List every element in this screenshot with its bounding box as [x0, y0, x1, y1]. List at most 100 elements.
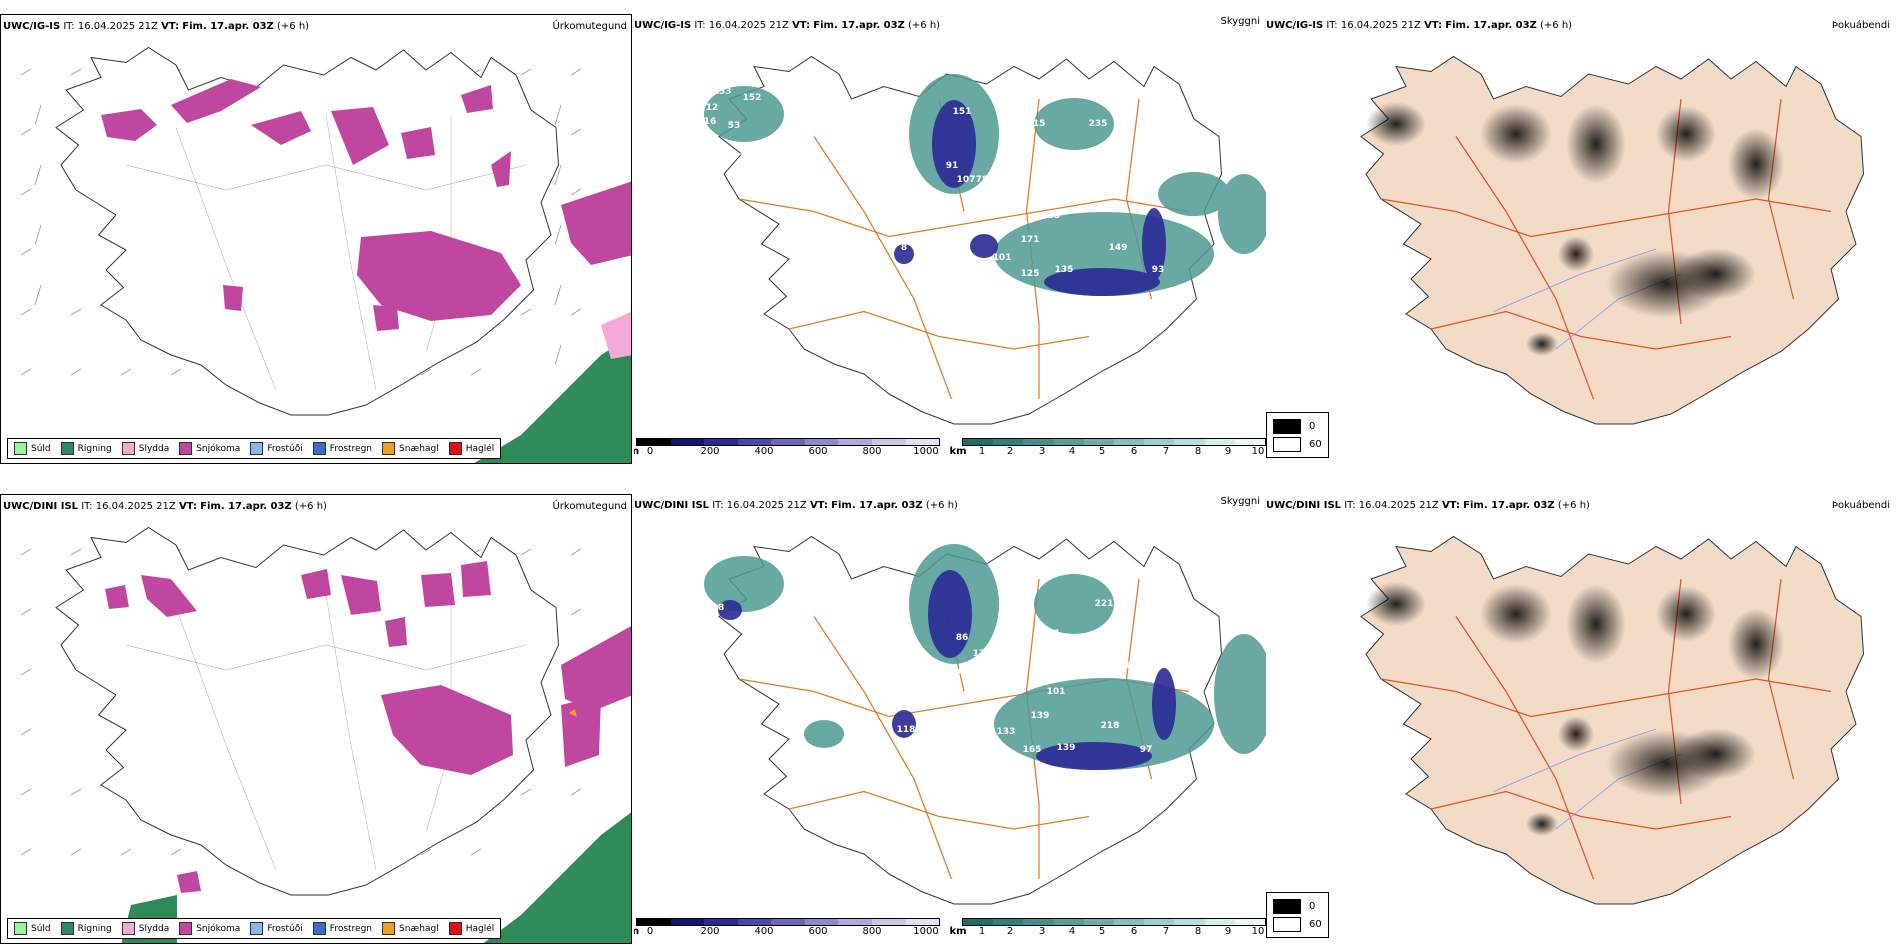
svg-text:123: 123	[973, 649, 992, 659]
legend-item-hail: Haglél	[448, 922, 494, 935]
svg-text:97: 97	[1140, 745, 1153, 755]
svg-text:156: 156	[1125, 163, 1144, 173]
visibility-unit: km	[949, 446, 967, 457]
svg-text:171: 171	[1021, 235, 1040, 245]
precip-map	[20, 46, 631, 463]
svg-text:107: 107	[957, 175, 976, 185]
ceiling-unit: m	[634, 446, 639, 457]
legend-item-freezing-drizzle: Frostúði	[250, 442, 303, 455]
svg-text:148: 148	[1125, 661, 1144, 671]
visibility-colorbar-gradient	[962, 438, 1266, 446]
panel-title: UWC/IG-IS IT: 16.04.2025 21Z VT: Fim. 17…	[1266, 20, 1573, 31]
legend-item-freezing-rain: Frostregn	[312, 442, 372, 455]
precip-panel-row1: UWC/IG-IS IT: 16.04.2025 21Z VT: Fim. 17…	[0, 14, 632, 464]
visibility-unit: km	[949, 926, 967, 937]
svg-text:86: 86	[956, 633, 969, 643]
panel-type-label: Skyggni	[1220, 16, 1260, 27]
legend-item-freezing-drizzle: Frostúði	[250, 922, 303, 935]
legend-swatch	[14, 442, 27, 455]
panel-type-label: Úrkomutegund	[552, 501, 627, 512]
svg-text:153: 153	[713, 87, 732, 97]
svg-text:140: 140	[1061, 183, 1080, 193]
svg-text:104: 104	[1139, 143, 1158, 153]
fog-map	[1360, 55, 1865, 425]
ceiling-colorbar: m 0 200 400 600 800 1000	[634, 438, 940, 458]
svg-text:18: 18	[712, 603, 725, 613]
svg-text:21: 21	[1048, 629, 1061, 639]
fog-swatch	[1273, 898, 1301, 914]
ceiling-unit: m	[634, 926, 639, 937]
ceiling-colorbar: m 0 200 400 600 800 1000	[634, 918, 940, 938]
panel-title: UWC/DINI ISL IT: 16.04.2025 21Z VT: Fim.…	[634, 500, 958, 511]
legend-item-rain: Rigning	[60, 922, 112, 935]
precip-map	[20, 526, 631, 943]
svg-text:149: 149	[1109, 243, 1128, 253]
svg-text:235: 235	[1089, 119, 1108, 129]
cloud-panel-row2: UWC/DINI ISL IT: 16.04.2025 21Z VT: Fim.…	[634, 494, 1266, 944]
panel-type-label: Úrkomutegund	[552, 21, 627, 32]
fog-swatch	[1273, 418, 1301, 434]
legend-swatch	[382, 922, 396, 935]
svg-text:165: 165	[1023, 745, 1042, 755]
legend-swatch	[121, 922, 135, 935]
visibility-colorbar-gradient	[962, 918, 1266, 926]
legend-item-drizzle: Súld	[14, 442, 51, 455]
svg-text:91: 91	[946, 161, 959, 171]
svg-text:151: 151	[953, 107, 972, 117]
panel-title: UWC/DINI ISL IT: 16.04.2025 21Z VT: Fim.…	[3, 501, 327, 512]
legend-item-snow-pellets: Snæhagl	[382, 442, 439, 455]
svg-text:88: 88	[1136, 631, 1149, 641]
visibility-ticks: km 1 2 3 4 5 6 7 8 9 10	[949, 446, 1265, 457]
legend-swatch	[121, 442, 135, 455]
svg-text:135: 135	[1055, 265, 1074, 275]
legend-swatch	[179, 442, 193, 455]
legend-swatch	[14, 922, 27, 935]
svg-text:35: 35	[798, 603, 811, 613]
svg-text:85: 85	[1048, 211, 1061, 221]
panel-title: UWC/IG-IS IT: 16.04.2025 21Z VT: Fim. 17…	[634, 20, 941, 31]
svg-text:139: 139	[1063, 655, 1082, 665]
legend-item-snow: Snjókoma	[179, 922, 240, 935]
fog-legend: 0 60	[1266, 412, 1329, 458]
fog-swatch	[1273, 436, 1301, 452]
svg-text:93: 93	[1152, 265, 1165, 275]
visibility-colorbar: km 1 2 3 4 5 6 7 8 9 10	[949, 918, 1266, 938]
svg-text:11: 11	[958, 235, 971, 245]
svg-text:179: 179	[1061, 301, 1080, 311]
legend-swatch	[448, 442, 462, 455]
fog-map	[1360, 535, 1865, 905]
cloud-map: 18 330 35 221 21 88 148 139 101 118 133 …	[704, 535, 1266, 905]
precip-legend: Súld Rigning Slydda Snjókoma Frostúði Fr…	[7, 918, 502, 939]
fog-panel-row1: UWC/IG-IS IT: 16.04.2025 21Z VT: Fim. 17…	[1266, 14, 1900, 464]
legend-item-drizzle: Súld	[14, 922, 51, 935]
panel-title: UWC/IG-IS IT: 16.04.2025 21Z VT: Fim. 17…	[3, 21, 310, 32]
svg-text:118: 118	[897, 725, 916, 735]
svg-text:78: 78	[976, 175, 989, 185]
svg-text:218: 218	[1101, 721, 1120, 731]
legend-item-sleet: Slydda	[121, 922, 169, 935]
svg-text:152: 152	[743, 93, 762, 103]
ceiling-ticks: m 0 200 400 600 800 1000	[634, 446, 940, 458]
fog-panel-row2: UWC/DINI ISL IT: 16.04.2025 21Z VT: Fim.…	[1266, 494, 1900, 944]
panel-type-label: Þokuábendi	[1831, 20, 1890, 31]
legend-swatch	[60, 922, 74, 935]
fog-legend-row: 60	[1273, 915, 1322, 933]
visibility-colorbar: km 1 2 3 4 5 6 7 8 9 10	[949, 438, 1266, 458]
svg-text:8: 8	[901, 243, 907, 253]
svg-text:139: 139	[1031, 711, 1050, 721]
legend-item-sleet: Slydda	[121, 442, 169, 455]
legend-swatch	[179, 922, 193, 935]
ceiling-ticks: m 0 200 400 600 800 1000	[634, 926, 940, 938]
svg-text:221: 221	[1095, 599, 1114, 609]
svg-text:101: 101	[1047, 687, 1066, 697]
svg-text:12: 12	[706, 103, 719, 113]
cloud-panel-row1: UWC/IG-IS IT: 16.04.2025 21Z VT: Fim. 17…	[634, 14, 1266, 464]
legend-item-snow-pellets: Snæhagl	[382, 922, 439, 935]
legend-swatch	[250, 442, 264, 455]
legend-swatch	[250, 922, 264, 935]
ceiling-colorbar-gradient	[636, 438, 940, 446]
ceiling-colorbar-gradient	[636, 918, 940, 926]
legend-swatch	[382, 442, 396, 455]
svg-text:16: 16	[704, 117, 717, 127]
legend-swatch	[312, 922, 326, 935]
